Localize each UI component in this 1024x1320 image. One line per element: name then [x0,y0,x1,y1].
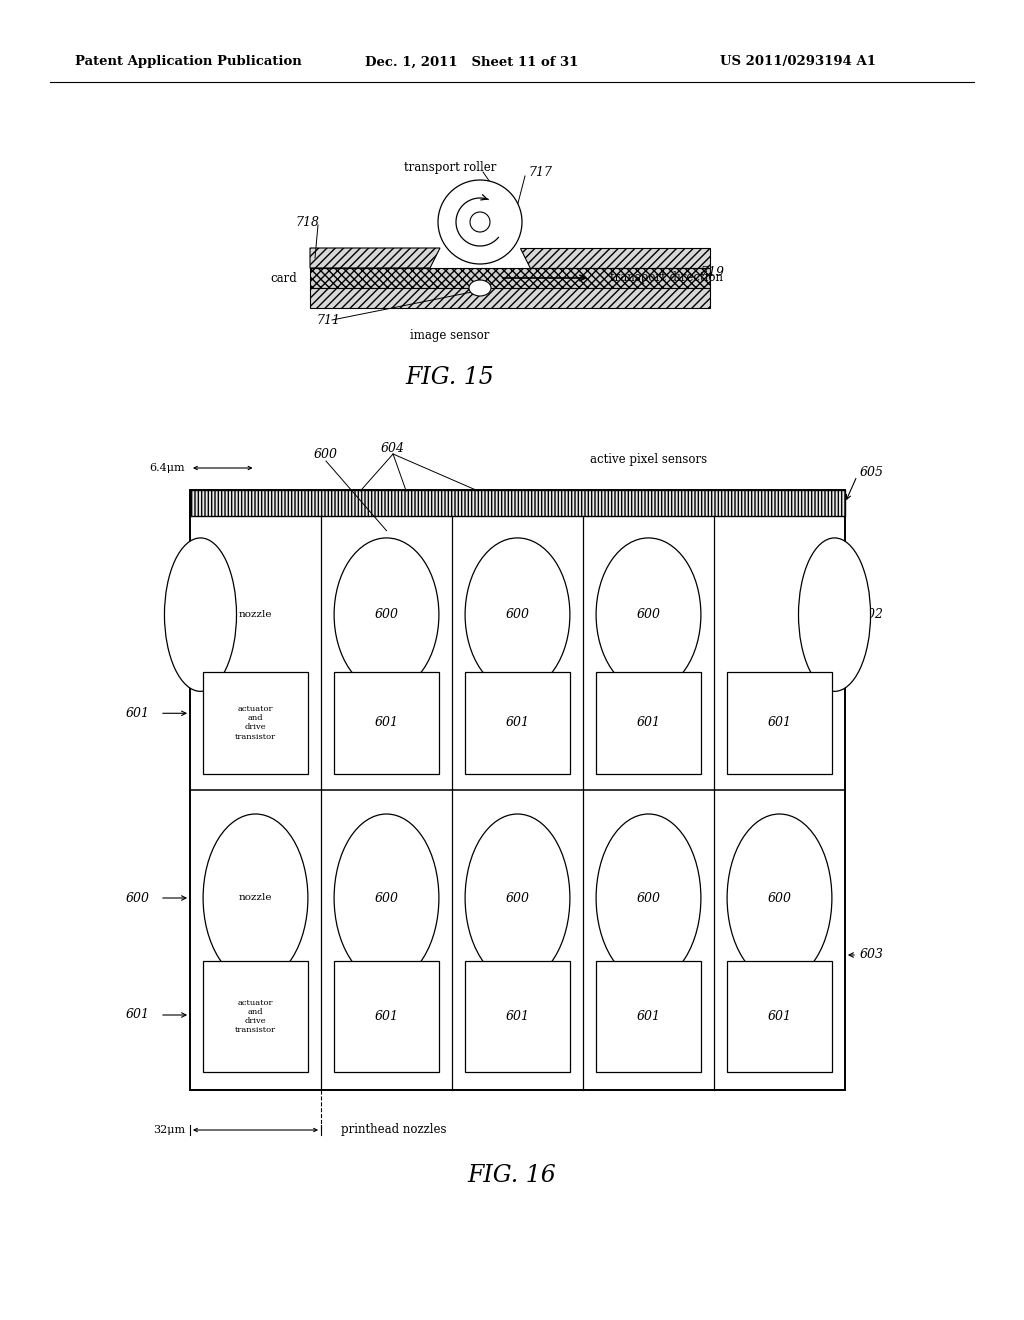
Text: 600: 600 [126,891,150,904]
Text: 602: 602 [860,609,884,622]
Bar [727,672,831,774]
Ellipse shape [799,539,870,692]
Polygon shape [310,288,710,308]
Ellipse shape [203,814,308,982]
Text: card: card [270,272,297,285]
Circle shape [438,180,522,264]
Text: FIG. 16: FIG. 16 [468,1163,556,1187]
Text: nozzle: nozzle [239,894,272,903]
Bar [334,961,439,1072]
Text: transport roller: transport roller [403,161,497,174]
Bar [190,490,845,516]
Text: 601: 601 [506,1010,529,1023]
Text: 601: 601 [506,717,529,730]
Bar [203,961,308,1072]
Text: 718: 718 [295,215,319,228]
Text: printhead nozzles: printhead nozzles [341,1123,446,1137]
Ellipse shape [465,814,570,982]
Text: transport direction: transport direction [610,272,723,285]
Bar [334,672,439,774]
Bar [203,672,308,774]
Text: 600: 600 [637,891,660,904]
Text: 600: 600 [375,609,398,622]
Text: 600: 600 [314,449,338,462]
Text: actuator
and
drive
transistor: actuator and drive transistor [234,705,276,741]
Bar [465,961,570,1072]
Text: 719: 719 [700,265,724,279]
Text: 601: 601 [126,706,150,719]
Text: 6.4μm: 6.4μm [150,463,185,473]
Ellipse shape [165,539,237,692]
Text: 601: 601 [375,1010,398,1023]
Bar [727,961,831,1072]
Text: FIG. 15: FIG. 15 [406,367,495,389]
Ellipse shape [596,539,700,692]
Polygon shape [310,268,710,288]
Bar [465,672,570,774]
Text: 32μm: 32μm [153,1125,185,1135]
Ellipse shape [465,539,570,692]
Text: 601: 601 [126,1008,150,1022]
Text: 601: 601 [637,1010,660,1023]
Polygon shape [310,248,440,268]
Bar [190,490,845,1090]
Text: Dec. 1, 2011   Sheet 11 of 31: Dec. 1, 2011 Sheet 11 of 31 [365,55,579,69]
Text: 604: 604 [381,441,406,454]
Text: 717: 717 [528,166,552,180]
Text: 605: 605 [860,466,884,479]
Polygon shape [520,248,710,268]
Text: 601: 601 [768,1010,792,1023]
Text: 600: 600 [768,891,792,904]
Text: 601: 601 [637,717,660,730]
Text: 601: 601 [768,717,792,730]
Text: Patent Application Publication: Patent Application Publication [75,55,302,69]
Text: 600: 600 [375,891,398,904]
Text: US 2011/0293194 A1: US 2011/0293194 A1 [720,55,876,69]
Text: 600: 600 [637,609,660,622]
Text: actuator
and
drive
transistor: actuator and drive transistor [234,999,276,1035]
Bar [596,672,700,774]
Ellipse shape [469,280,490,296]
Text: 600: 600 [506,891,529,904]
Ellipse shape [334,814,439,982]
Text: image sensor: image sensor [411,330,489,342]
Text: nozzle: nozzle [239,610,272,619]
Text: active pixel sensors: active pixel sensors [590,454,708,466]
Text: 600: 600 [506,609,529,622]
Text: 603: 603 [860,949,884,961]
Text: 711: 711 [316,314,340,326]
Text: 601: 601 [375,717,398,730]
Ellipse shape [727,814,831,982]
Ellipse shape [334,539,439,692]
Bar [596,961,700,1072]
Ellipse shape [596,814,700,982]
Circle shape [470,213,490,232]
